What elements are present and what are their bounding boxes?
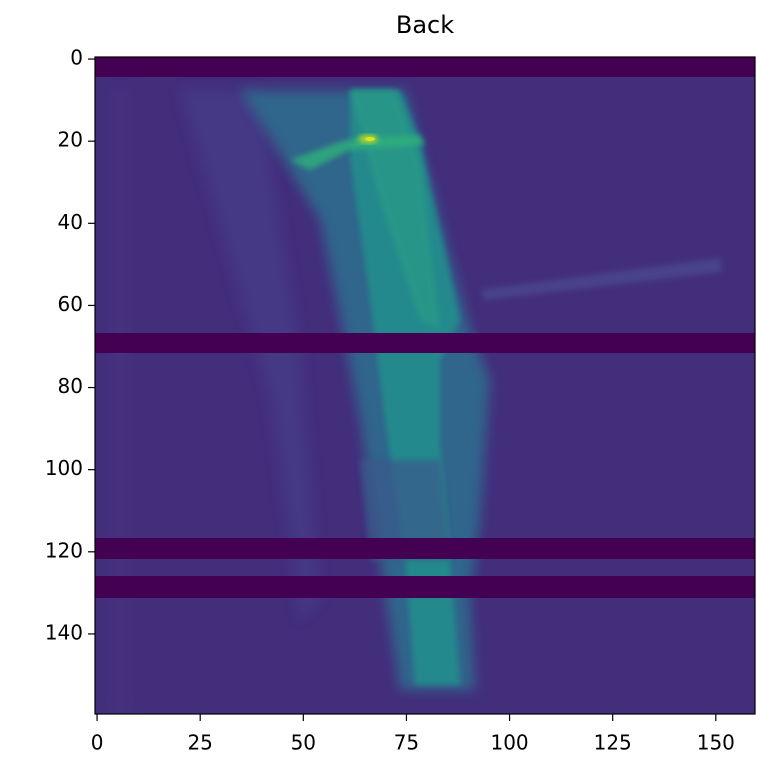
- y-tick-label: 140: [45, 620, 83, 644]
- x-tick-label: 125: [594, 731, 632, 755]
- image: [95, 57, 755, 714]
- y-tick-label: 0: [70, 46, 83, 70]
- y-tick-label: 120: [45, 538, 83, 562]
- x-tick-label: 75: [394, 731, 419, 755]
- x-tick-label: 100: [490, 731, 528, 755]
- x-tick-label: 150: [697, 731, 735, 755]
- x-tick-label: 0: [91, 731, 104, 755]
- y-tick-label: 80: [58, 374, 83, 398]
- x-tick-label: 25: [187, 731, 212, 755]
- y-tick-label: 60: [58, 292, 83, 316]
- chart-title: Back: [396, 11, 454, 39]
- y-tick-label: 20: [58, 128, 83, 152]
- y-tick-label: 100: [45, 456, 83, 480]
- x-tick-label: 50: [291, 731, 316, 755]
- y-tick-label: 40: [58, 210, 83, 234]
- axes-frame: [94, 56, 756, 715]
